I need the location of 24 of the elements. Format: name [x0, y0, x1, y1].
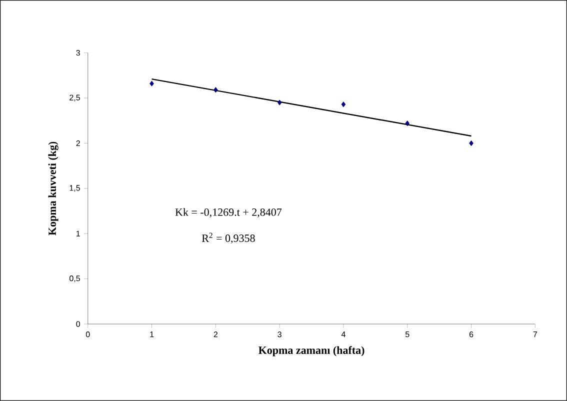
annotation: Kk = -0,1269.t + 2,8407 — [175, 208, 282, 218]
point — [341, 102, 346, 108]
x-tick-label: 3 — [278, 332, 282, 338]
y-tick-label: 2,5 — [70, 94, 80, 102]
y-tick-label: 1,5 — [70, 185, 80, 192]
y-tick-label: 0,5 — [70, 276, 80, 282]
x-tick-label: 7 — [533, 332, 537, 338]
x-tick-label: 2 — [214, 332, 218, 338]
x-tick-label: 1 — [150, 332, 154, 338]
point — [214, 87, 218, 93]
x-tick-label: 6 — [469, 332, 474, 338]
y-tick-label: 3 — [76, 50, 80, 56]
point — [150, 80, 154, 86]
y-tick-label: 2 — [76, 140, 80, 146]
x-tick-label: 0 — [86, 332, 90, 338]
y-axis-title: Kopma kuvveti (kg) — [48, 142, 58, 236]
point — [405, 120, 410, 126]
y-tick-label: 1 — [76, 230, 80, 236]
x-tick-label: 5 — [405, 332, 410, 338]
point — [277, 100, 282, 106]
y-tick-label: 0 — [76, 321, 80, 327]
x-axis-title: Kopma zamanı (hafta) — [258, 346, 364, 356]
annotation: R$^{2}$ = 0,9358 — [202, 232, 255, 244]
x-tick-label: 4 — [341, 332, 346, 338]
